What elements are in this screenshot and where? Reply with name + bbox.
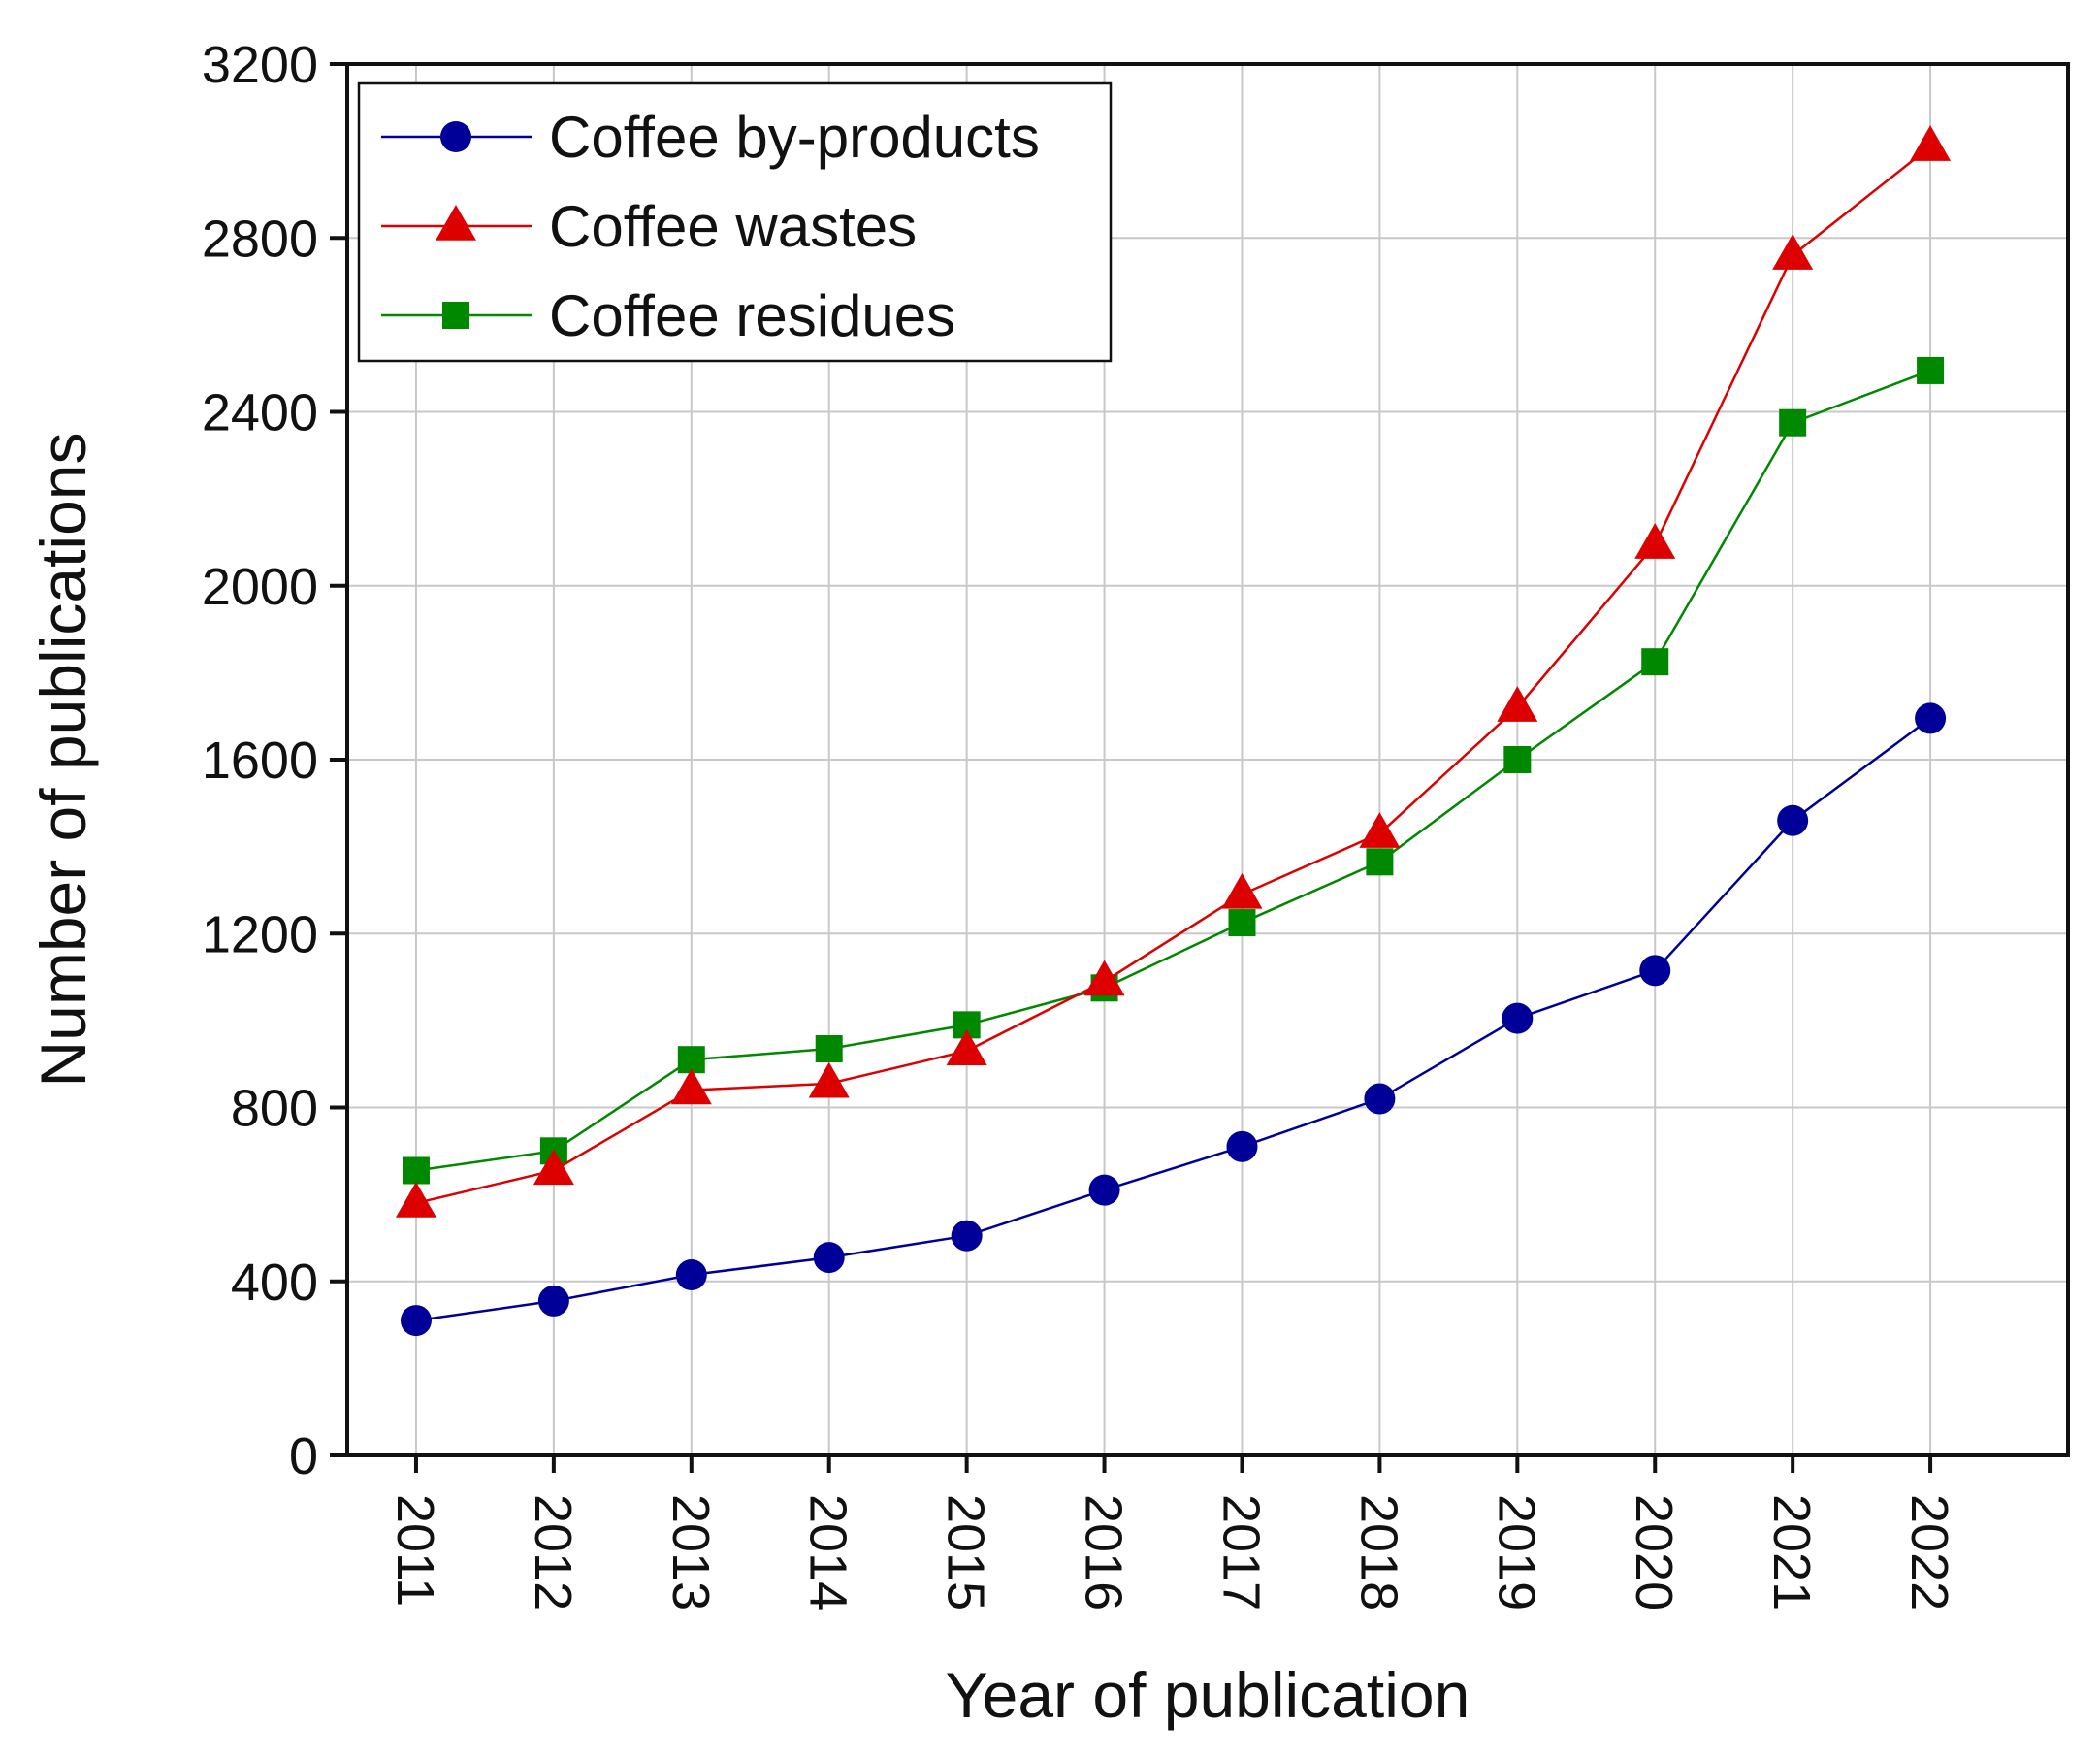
x-tick-labels: 2011 2012 2013 2014 2015 2016 2017 2018 2019 2020…	[386, 1494, 1958, 1611]
data-point	[1502, 1002, 1534, 1034]
data-point	[1634, 523, 1676, 559]
data-point	[1910, 125, 1952, 161]
data-point	[395, 1182, 436, 1218]
y-tick-label: 2000	[202, 558, 318, 616]
y-tick-label: 2400	[202, 384, 318, 442]
legend-entry-by-products: Coffee by-products	[381, 105, 1040, 170]
data-point	[1917, 356, 1945, 384]
data-point	[675, 1259, 707, 1291]
x-tick-label: 2011	[386, 1494, 444, 1607]
x-tick-label: 2016	[1075, 1494, 1133, 1611]
data-point	[1228, 909, 1256, 937]
series-line	[415, 717, 1931, 1322]
y-tick-label: 0	[289, 1427, 318, 1485]
series-coffee-by-products	[400, 702, 1947, 1337]
y-axis-title: Number of publications	[27, 432, 99, 1087]
series-coffee-residues	[402, 356, 1945, 1185]
data-point	[400, 1305, 432, 1337]
data-point	[1497, 686, 1538, 722]
y-tick-label: 3200	[202, 36, 318, 94]
data-point	[1772, 234, 1814, 270]
y-tick-label: 1200	[202, 905, 318, 963]
y-tick-label: 800	[231, 1080, 318, 1138]
x-tick-label: 2013	[662, 1494, 720, 1611]
data-point	[1221, 872, 1263, 909]
legend-marker	[436, 204, 476, 241]
data-point	[1359, 812, 1401, 848]
data-point	[1639, 955, 1671, 987]
x-tick-label: 2020	[1625, 1494, 1683, 1611]
data-point	[1641, 648, 1669, 676]
y-tick-label: 1600	[202, 732, 318, 790]
data-point	[1366, 848, 1394, 876]
y-tick-label: 2800	[202, 210, 318, 268]
data-point	[1779, 408, 1807, 437]
data-point	[1088, 1174, 1120, 1206]
data-point	[808, 1061, 850, 1098]
legend-label-residues: Coffee residues	[549, 283, 955, 348]
data-point	[1226, 1130, 1258, 1162]
data-point	[1915, 702, 1947, 734]
x-tick-label: 2014	[799, 1494, 857, 1611]
legend: Coffee by-products Coffee wastes Coffee …	[357, 81, 1113, 363]
x-tick-label: 2015	[937, 1494, 995, 1611]
data-point	[1777, 804, 1809, 836]
data-point	[1503, 746, 1532, 773]
x-tick-label: 2021	[1762, 1494, 1821, 1611]
data-point	[670, 1068, 712, 1105]
x-tick-label: 2018	[1349, 1494, 1407, 1611]
y-tick-labels: 0 400 800 1200 1600 2000 2400 2800 3200	[202, 36, 318, 1485]
data-point	[951, 1220, 983, 1252]
x-tick-label: 2022	[1900, 1494, 1958, 1611]
data-point	[537, 1285, 569, 1317]
x-tick-label: 2012	[524, 1494, 582, 1611]
y-tick-label: 400	[231, 1253, 318, 1312]
legend-entry-wastes: Coffee wastes	[381, 194, 917, 259]
data-point	[813, 1242, 845, 1274]
legend-marker	[442, 302, 469, 329]
data-point	[402, 1156, 430, 1185]
legend-label-by-products: Coffee by-products	[549, 105, 1040, 170]
x-tick-label: 2017	[1212, 1494, 1270, 1611]
legend-label-wastes: Coffee wastes	[549, 194, 917, 259]
axis-layer	[330, 62, 2070, 1473]
data-point	[1364, 1083, 1396, 1115]
series-coffee-wastes	[395, 125, 1952, 1218]
legend-entry-residues: Coffee residues	[381, 283, 955, 348]
data-point	[1083, 960, 1125, 996]
series-line	[415, 369, 1931, 1172]
legend-marker	[440, 121, 471, 152]
data-point	[946, 1029, 987, 1065]
data-point	[533, 1149, 574, 1186]
x-tick-label: 2019	[1487, 1494, 1545, 1611]
data-point	[815, 1035, 843, 1063]
series-line	[415, 146, 1931, 1205]
series-layer	[395, 125, 1952, 1337]
x-axis-title: Year of publication	[946, 1659, 1470, 1731]
